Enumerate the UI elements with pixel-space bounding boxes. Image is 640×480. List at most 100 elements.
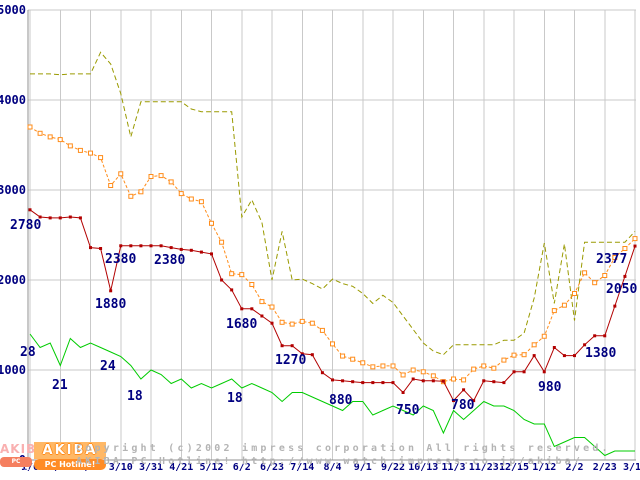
x-tick-label: 1/12 (532, 462, 556, 473)
x-tick-label: 2/23 (593, 462, 617, 473)
red-solid-line-marker (593, 334, 597, 338)
orange-dashed-line-marker (27, 124, 33, 130)
pc-hotline-faded-text: PC Hotline! (0, 457, 32, 470)
x-tick-label: 6/23 (260, 462, 284, 473)
x-tick-label: 2/2 (565, 462, 583, 473)
data-point-label: 2050 (606, 282, 637, 297)
orange-dashed-line-marker (501, 357, 507, 363)
akiba-logo: AKIBA PC Hotline! (34, 442, 106, 470)
orange-dashed-line-marker (198, 199, 204, 205)
red-solid-line-marker (421, 379, 425, 383)
akiba-logo-faded: AKIBA PC Hotline! (0, 442, 34, 470)
red-solid-line-marker (260, 314, 264, 318)
red-solid-line-marker (48, 216, 52, 220)
x-tick-label: 7/14 (290, 462, 314, 473)
x-tick-label: 4/21 (169, 462, 193, 473)
orange-dashed-line-marker (168, 179, 174, 185)
y-tick-label: 3000 (0, 183, 26, 197)
orange-dashed-line-marker (138, 189, 144, 195)
orange-dashed-line-marker (57, 137, 63, 143)
orange-dashed-line-marker (592, 280, 598, 286)
orange-dashed-line-marker (98, 155, 104, 161)
red-solid-line-marker (139, 244, 143, 248)
orange-dashed-line-marker (319, 327, 325, 333)
red-solid-line-marker (129, 244, 133, 248)
x-tick-label: 6/2 (233, 462, 251, 473)
orange-dashed-line-marker (88, 150, 93, 156)
red-solid-line-marker (532, 354, 536, 358)
orange-dashed-line-marker (309, 320, 315, 326)
orange-dashed-line-marker (390, 363, 396, 369)
red-solid-line-marker (492, 380, 496, 384)
orange-dashed-line-marker (128, 193, 134, 199)
x-tick-label: 9/22 (381, 462, 405, 473)
red-solid-line-marker (210, 252, 213, 256)
x-tick-label: 3/16 (623, 462, 640, 473)
orange-dashed-line-marker (148, 174, 154, 179)
orange-dashed-line-marker (551, 308, 557, 314)
red-solid-line-marker (199, 250, 203, 254)
orange-dashed-line-marker (410, 367, 416, 373)
red-solid-line-marker (300, 352, 304, 356)
orange-dashed-line-marker (420, 369, 426, 375)
red-solid-line-marker (542, 370, 546, 374)
orange-dashed-line-marker (178, 191, 184, 197)
orange-dashed-line-marker (612, 255, 618, 260)
data-point-label: 980 (538, 380, 562, 395)
red-solid-line-marker (472, 399, 476, 403)
red-solid-line-marker (320, 371, 324, 375)
orange-dashed-line-marker (430, 373, 436, 379)
orange-dashed-line-marker (400, 372, 406, 378)
red-solid-line-marker (28, 208, 32, 212)
orange-dashed-line-marker (380, 363, 386, 369)
red-solid-line-marker (179, 247, 183, 251)
red-solid-line-marker (623, 274, 627, 278)
x-tick-label: 3/31 (139, 462, 163, 473)
orange-dashed-line-marker (269, 304, 275, 310)
data-point-label: 24 (100, 359, 116, 374)
orange-dashed-line-marker (461, 377, 467, 383)
site-url-line: AKIBA PC Hotline! http://www.watch.impre… (76, 456, 584, 467)
orange-dashed-line-marker (572, 291, 577, 296)
green-solid-line (29, 333, 635, 457)
akiba-logo-text: AKIBA (34, 442, 106, 459)
y-tick-label: 2000 (0, 273, 26, 287)
red-solid-line-marker (391, 381, 395, 385)
red-solid-line-marker (38, 215, 42, 219)
red-solid-line-marker (522, 370, 526, 374)
orange-dashed-line-marker (561, 302, 567, 308)
red-solid-line-marker (603, 334, 607, 338)
red-solid-line-marker (230, 288, 234, 292)
orange-dashed-line-marker (491, 365, 497, 371)
red-solid-line-marker (290, 344, 294, 348)
x-tick-label: 10/13 (408, 462, 438, 473)
red-solid-line-marker (280, 344, 284, 348)
red-solid-line-marker (361, 381, 365, 385)
red-solid-line-marker (331, 378, 334, 382)
data-point-label: 1880 (95, 297, 126, 312)
red-solid-line-marker (250, 307, 254, 311)
orange-dashed-line-marker (360, 360, 366, 366)
x-tick-label: 12/15 (499, 462, 529, 473)
red-solid-line-marker (89, 246, 92, 250)
red-solid-line-marker (573, 354, 576, 358)
red-solid-line-marker (99, 247, 103, 250)
red-solid-line-marker (452, 399, 455, 403)
data-point-label: 28 (20, 345, 36, 360)
red-solid-line-marker (270, 321, 274, 325)
orange-dashed-line-marker (541, 333, 547, 339)
orange-dashed-line-marker (481, 363, 487, 369)
x-tick-label: 1/6 (21, 462, 39, 473)
red-solid-line-marker (431, 379, 435, 383)
orange-dashed-line-marker (370, 364, 376, 370)
red-solid-line-marker (411, 377, 415, 381)
red-solid-line-marker (58, 216, 62, 220)
red-solid-line-marker (310, 353, 314, 357)
red-solid-line-marker (381, 381, 385, 385)
red-solid-line-marker (512, 370, 516, 374)
orange-dashed-line-marker (77, 147, 83, 153)
orange-dashed-line-marker (158, 173, 164, 179)
data-point-label: 21 (52, 378, 68, 393)
data-point-label: 2380 (154, 253, 185, 268)
